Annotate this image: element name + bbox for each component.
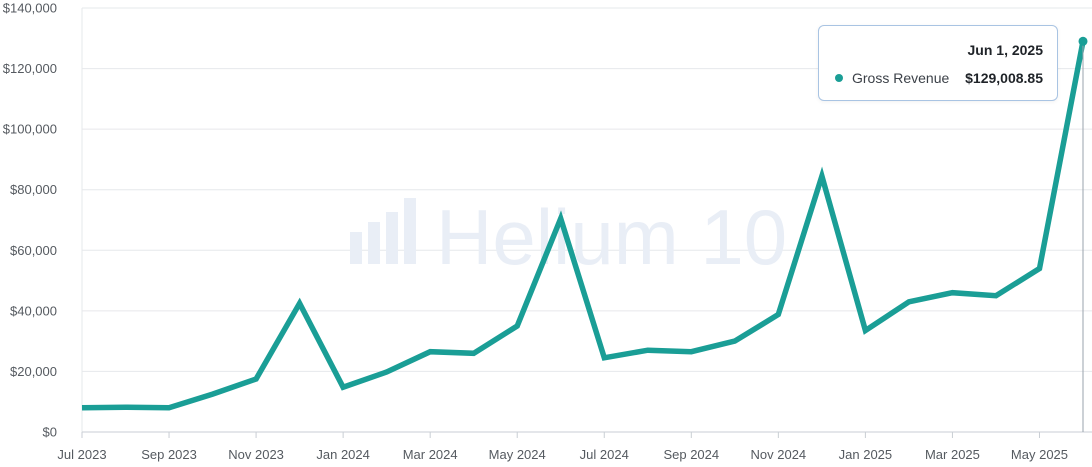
- y-tick-label: $40,000: [10, 303, 57, 318]
- x-tick-label: Jul 2023: [57, 447, 106, 462]
- helium10-watermark: Helium 10: [350, 193, 787, 281]
- series-color-dot: [835, 74, 843, 82]
- x-tick-label: Mar 2024: [403, 447, 458, 462]
- x-tick-label: Mar 2025: [925, 447, 980, 462]
- x-tick-label: Jan 2025: [839, 447, 893, 462]
- x-tick-label: Sep 2023: [141, 447, 197, 462]
- y-tick-label: $0: [43, 425, 57, 440]
- tooltip: Jun 1, 2025 Gross Revenue $129,008.85: [818, 25, 1058, 101]
- tooltip-series-name: Gross Revenue: [852, 70, 950, 86]
- x-tick-label: May 2024: [489, 447, 546, 462]
- x-tick-label: Jan 2024: [316, 447, 370, 462]
- data-point-highlighted[interactable]: [1078, 36, 1088, 46]
- x-tick-label: Jul 2024: [580, 447, 629, 462]
- x-tick-label: Sep 2024: [663, 447, 719, 462]
- y-tick-label: $140,000: [3, 1, 57, 16]
- x-tick-label: May 2025: [1011, 447, 1068, 462]
- tooltip-value: $129,008.85: [965, 70, 1043, 86]
- tooltip-date: Jun 1, 2025: [967, 42, 1044, 58]
- y-tick-label: $20,000: [10, 364, 57, 379]
- x-tick-label: Nov 2023: [228, 447, 284, 462]
- y-tick-label: $80,000: [10, 182, 57, 197]
- series-line-gross-revenue: [81, 40, 1086, 411]
- x-tick-label: Nov 2024: [751, 447, 807, 462]
- y-tick-label: $60,000: [10, 243, 57, 258]
- y-tick-label: $120,000: [3, 61, 57, 76]
- y-tick-label: $100,000: [3, 122, 57, 137]
- tooltip-row: Gross Revenue $129,008.85: [835, 69, 1043, 87]
- watermark-text: Helium 10: [436, 193, 787, 281]
